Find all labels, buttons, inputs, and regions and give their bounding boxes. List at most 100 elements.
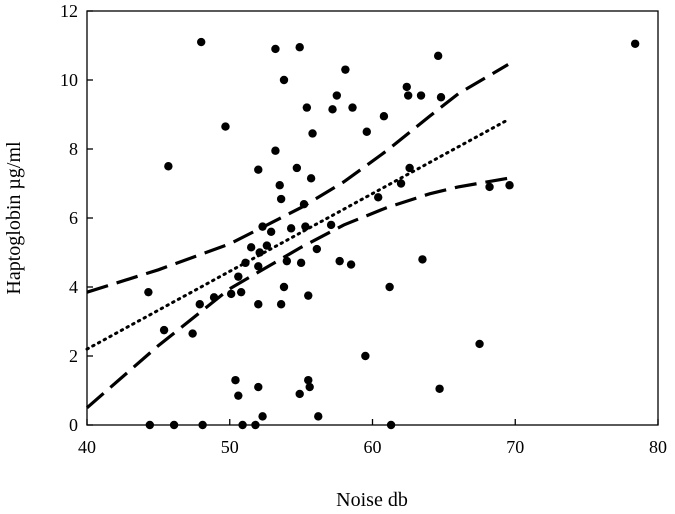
y-tick-label: 8 bbox=[69, 139, 78, 159]
data-point bbox=[402, 82, 411, 92]
data-point bbox=[234, 391, 243, 400]
x-tick-label: 60 bbox=[364, 437, 382, 457]
data-point bbox=[241, 258, 250, 268]
x-axis-ticks: 40 50 60 70 80 bbox=[78, 419, 667, 457]
data-point bbox=[279, 75, 289, 85]
data-point bbox=[306, 174, 316, 183]
data-point bbox=[341, 65, 350, 74]
data-point bbox=[374, 193, 383, 202]
x-tick-label: 40 bbox=[78, 437, 96, 457]
data-point bbox=[254, 300, 263, 309]
data-point bbox=[346, 260, 356, 269]
data-point bbox=[144, 287, 153, 297]
data-point bbox=[169, 420, 179, 430]
data-point bbox=[251, 420, 260, 430]
data-point bbox=[485, 182, 494, 192]
data-point bbox=[254, 262, 263, 271]
data-point bbox=[238, 420, 247, 430]
data-point bbox=[271, 44, 280, 54]
data-point bbox=[234, 272, 243, 281]
data-point bbox=[326, 220, 336, 230]
x-tick-label: 50 bbox=[221, 437, 239, 457]
data-point bbox=[348, 103, 357, 112]
plot-frame bbox=[86, 10, 659, 426]
data-point bbox=[282, 256, 292, 266]
data-point bbox=[416, 91, 426, 100]
data-point bbox=[195, 300, 204, 309]
x-tick-label: 80 bbox=[649, 437, 667, 457]
data-point bbox=[396, 179, 406, 188]
confidence-band-line bbox=[86, 63, 509, 294]
data-point bbox=[433, 51, 443, 61]
data-point bbox=[304, 291, 313, 300]
data-points bbox=[144, 37, 640, 430]
data-point bbox=[295, 43, 304, 52]
data-point bbox=[302, 103, 312, 112]
data-point bbox=[286, 224, 296, 233]
x-tick-label: 70 bbox=[506, 437, 524, 457]
data-point bbox=[386, 420, 396, 430]
data-point bbox=[198, 420, 207, 430]
y-tick-label: 4 bbox=[69, 277, 78, 297]
data-point bbox=[305, 382, 314, 392]
data-point bbox=[308, 129, 317, 138]
y-axis-ticks: 0 2 4 6 8 10 12 bbox=[60, 1, 93, 435]
data-point bbox=[246, 243, 256, 252]
data-point bbox=[292, 163, 302, 173]
data-point bbox=[362, 127, 371, 136]
y-tick-label: 10 bbox=[60, 70, 78, 90]
data-point bbox=[299, 200, 309, 209]
data-point bbox=[255, 248, 264, 257]
x-axis-title: Noise db bbox=[336, 489, 408, 511]
data-point bbox=[314, 412, 323, 421]
data-point bbox=[159, 325, 169, 335]
data-point bbox=[164, 162, 173, 171]
data-point bbox=[435, 384, 444, 393]
data-point bbox=[236, 287, 246, 297]
data-point bbox=[276, 300, 286, 309]
data-point bbox=[258, 222, 267, 231]
y-tick-label: 0 bbox=[69, 415, 78, 435]
data-point bbox=[335, 256, 344, 266]
data-point bbox=[328, 105, 337, 114]
data-point bbox=[312, 244, 322, 254]
data-point bbox=[630, 39, 640, 48]
data-point bbox=[145, 420, 155, 430]
y-axis-title: Haptoglobin µg/ml bbox=[3, 141, 25, 295]
data-point bbox=[332, 91, 342, 100]
data-point bbox=[304, 375, 313, 385]
data-point bbox=[405, 163, 414, 173]
data-point bbox=[262, 241, 272, 250]
data-point bbox=[275, 181, 284, 190]
data-point bbox=[418, 255, 427, 264]
data-point bbox=[296, 258, 306, 268]
data-point bbox=[266, 227, 276, 236]
data-point bbox=[379, 112, 389, 121]
data-point bbox=[258, 412, 267, 421]
data-point bbox=[385, 282, 394, 292]
data-point bbox=[361, 351, 370, 361]
fit-lines bbox=[85, 63, 510, 410]
y-tick-label: 12 bbox=[60, 1, 78, 21]
y-tick-label: 6 bbox=[69, 208, 78, 228]
data-point bbox=[188, 329, 197, 338]
data-point bbox=[209, 293, 219, 302]
data-point bbox=[295, 389, 304, 399]
data-point bbox=[279, 282, 289, 292]
data-point bbox=[436, 93, 446, 102]
data-point bbox=[197, 37, 206, 47]
data-point bbox=[301, 222, 310, 231]
confidence-band-line bbox=[85, 176, 509, 410]
data-point bbox=[276, 194, 286, 204]
data-point bbox=[254, 382, 263, 392]
data-point bbox=[221, 122, 230, 131]
data-point bbox=[231, 375, 240, 385]
data-point bbox=[271, 146, 280, 155]
y-tick-label: 2 bbox=[69, 346, 78, 366]
data-point bbox=[403, 91, 413, 100]
data-point bbox=[505, 181, 514, 190]
regression-line bbox=[85, 118, 510, 351]
data-point bbox=[226, 289, 236, 299]
data-point bbox=[475, 339, 484, 349]
